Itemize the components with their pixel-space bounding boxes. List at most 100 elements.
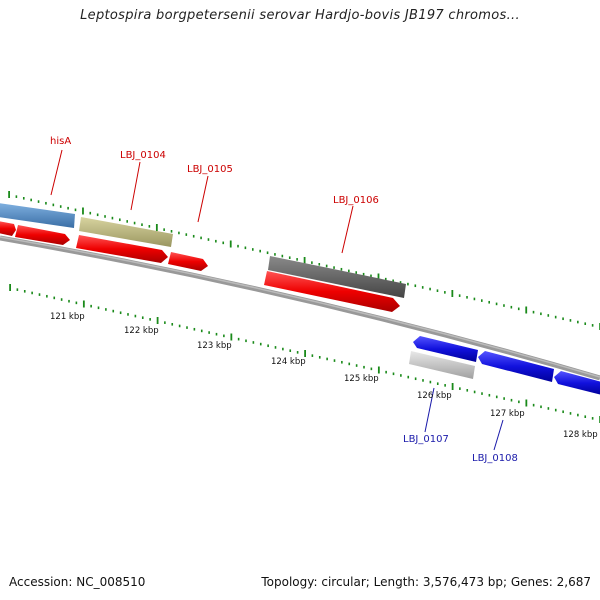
scale-label: 124 kbp bbox=[271, 357, 306, 367]
gc-tick-minor bbox=[562, 317, 564, 321]
cog-feature-lbj0104[interactable] bbox=[79, 217, 173, 247]
gene-label-lbj0104[interactable]: LBJ_0104 bbox=[120, 150, 166, 161]
cds-arrow-forward-lbj0106[interactable] bbox=[264, 271, 400, 312]
gc-tick-minor bbox=[326, 357, 328, 361]
gc-tick-minor bbox=[540, 312, 542, 316]
gc-tick-minor bbox=[384, 277, 387, 281]
gc-tick-minor bbox=[59, 205, 62, 208]
gc-tick-minor bbox=[23, 290, 26, 293]
gc-tick-major bbox=[303, 257, 306, 264]
scale-label: 122 kbp bbox=[124, 326, 159, 336]
gc-tick-minor bbox=[296, 351, 299, 354]
gc-tick-minor bbox=[547, 407, 550, 410]
gene-label-lbj0108[interactable]: LBJ_0108 bbox=[472, 453, 518, 464]
gc-tick-minor bbox=[517, 307, 520, 311]
gc-tick-minor bbox=[126, 220, 128, 223]
gc-tick-minor bbox=[148, 225, 151, 228]
cog-feature-hisA[interactable] bbox=[0, 203, 75, 228]
cds-arrow-forward-lbj0105[interactable] bbox=[168, 252, 208, 271]
gc-tick-major bbox=[377, 366, 380, 374]
gene-label-lbj0106[interactable]: LBJ_0106 bbox=[333, 195, 379, 206]
gc-tick-major bbox=[9, 284, 11, 291]
gc-tick-minor bbox=[52, 203, 55, 207]
scale-label: 123 kbp bbox=[197, 341, 232, 351]
gc-tick-minor bbox=[67, 206, 69, 210]
gc-tick-minor bbox=[16, 288, 19, 291]
gc-tick-minor bbox=[414, 284, 417, 288]
gc-tick-minor bbox=[407, 375, 410, 379]
gc-tick-minor bbox=[288, 256, 291, 259]
gc-tick-minor bbox=[149, 318, 151, 321]
gc-tick-minor bbox=[399, 281, 402, 284]
gc-tick-minor bbox=[363, 365, 365, 369]
gc-tick-minor bbox=[311, 261, 313, 264]
cds-arrow-reverse-lbj0108[interactable] bbox=[478, 351, 554, 382]
gc-tick-minor bbox=[466, 389, 469, 392]
gc-tick-minor bbox=[495, 395, 498, 399]
gc-tick-minor bbox=[104, 215, 106, 218]
cds-arrow-forward[interactable] bbox=[15, 225, 70, 245]
gc-tick-minor bbox=[90, 304, 92, 308]
gc-tick-minor bbox=[192, 234, 195, 238]
gc-tick-minor bbox=[282, 347, 284, 351]
gc-tick-minor bbox=[119, 218, 121, 222]
gc-tick-minor bbox=[503, 304, 505, 307]
cds-arrow-reverse[interactable] bbox=[554, 371, 600, 395]
cds-arrow-forward-lbj0104[interactable] bbox=[76, 235, 168, 263]
gc-tick-minor bbox=[178, 324, 181, 328]
gc-tick-minor bbox=[200, 236, 202, 240]
gc-tick-minor bbox=[348, 362, 351, 366]
gc-tick-minor bbox=[421, 286, 424, 289]
gc-tick-minor bbox=[22, 197, 25, 200]
gene-label-lbj0107[interactable]: LBJ_0107 bbox=[403, 434, 449, 445]
gc-tick-minor bbox=[518, 400, 520, 404]
gc-tick-minor bbox=[267, 344, 269, 348]
gc-tick-minor bbox=[341, 360, 343, 364]
gc-tick-minor bbox=[591, 417, 594, 420]
gc-tick-minor bbox=[473, 390, 476, 394]
gc-tick-minor bbox=[584, 322, 587, 325]
gc-tick-minor bbox=[392, 372, 395, 376]
scale-label: 126 kbp bbox=[417, 391, 452, 401]
cds-arrow-reverse-lbj0107[interactable] bbox=[413, 336, 478, 362]
gc-tick-minor bbox=[444, 384, 446, 387]
gc-tick-minor bbox=[473, 297, 476, 301]
gc-tick-minor bbox=[333, 266, 335, 269]
gc-tick-minor bbox=[164, 321, 166, 324]
gc-tick-minor bbox=[392, 279, 394, 283]
scale-labels: 121 kbp 122 kbp 123 kbp 124 kbp 125 kbp 126 k… bbox=[50, 312, 598, 440]
gc-tick-minor bbox=[163, 228, 165, 231]
cds-arrow-forward[interactable] bbox=[0, 221, 16, 236]
gc-tick-minor bbox=[436, 289, 439, 292]
gc-tick-minor bbox=[274, 253, 276, 256]
gc-tick-minor bbox=[170, 230, 173, 233]
gc-tick-minor bbox=[31, 291, 33, 295]
gc-tick-minor bbox=[215, 239, 217, 243]
gc-tick-minor bbox=[466, 296, 468, 299]
gc-tick-minor bbox=[171, 323, 174, 326]
gc-tick-minor bbox=[370, 367, 373, 371]
gc-tick-minor bbox=[207, 238, 210, 241]
gc-tick-minor bbox=[96, 213, 99, 217]
gc-tick-minor bbox=[127, 313, 129, 316]
gc-tick-minor bbox=[362, 272, 365, 276]
gc-tick-major bbox=[377, 273, 380, 281]
genome-summary-text: Topology: circular; Length: 3,576,473 bp… bbox=[261, 575, 591, 589]
gene-label-hisA[interactable]: hisA bbox=[50, 136, 71, 147]
scale-label: 128 kbp bbox=[563, 430, 598, 440]
gc-tick-minor bbox=[141, 223, 143, 226]
gc-tick-minor bbox=[510, 398, 513, 402]
gc-tick-minor bbox=[186, 326, 188, 329]
gc-tick-minor bbox=[251, 248, 254, 251]
cog-feature-lbj0106[interactable] bbox=[268, 256, 406, 298]
cog-feature-lbj0107[interactable] bbox=[409, 351, 475, 379]
gc-tick-minor bbox=[584, 415, 587, 418]
gc-tick-minor bbox=[591, 324, 594, 327]
gc-tick-minor bbox=[488, 393, 491, 397]
gc-tick-minor bbox=[459, 387, 461, 390]
accession-text: Accession: NC_008510 bbox=[9, 575, 146, 589]
gene-label-lbj0105[interactable]: LBJ_0105 bbox=[187, 164, 233, 175]
gc-tick-minor bbox=[325, 264, 328, 268]
gc-tick-minor bbox=[340, 267, 343, 271]
